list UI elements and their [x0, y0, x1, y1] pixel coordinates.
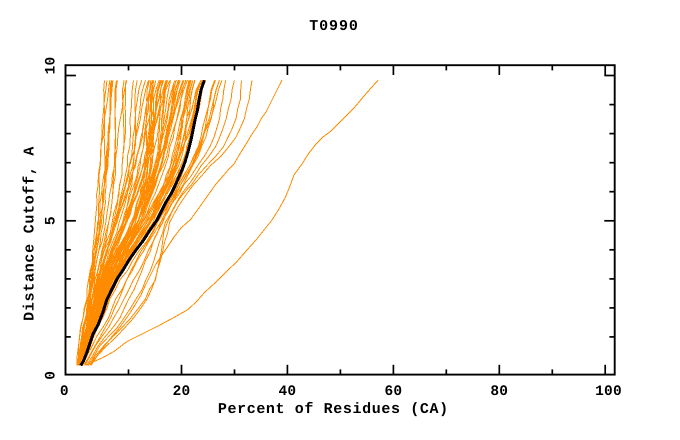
svg-text:20: 20 [173, 384, 191, 400]
svg-text:Percent of Residues (CA): Percent of Residues (CA) [218, 401, 449, 418]
svg-text:60: 60 [384, 384, 402, 400]
svg-text:T0990: T0990 [309, 18, 359, 35]
svg-text:0: 0 [60, 384, 69, 400]
svg-text:5: 5 [44, 216, 60, 225]
svg-text:100: 100 [595, 384, 622, 400]
svg-text:Distance Cutoff, A: Distance Cutoff, A [22, 146, 39, 321]
svg-text:40: 40 [278, 384, 296, 400]
svg-text:80: 80 [490, 384, 508, 400]
svg-text:0: 0 [44, 371, 60, 380]
svg-text:10: 10 [44, 57, 60, 75]
